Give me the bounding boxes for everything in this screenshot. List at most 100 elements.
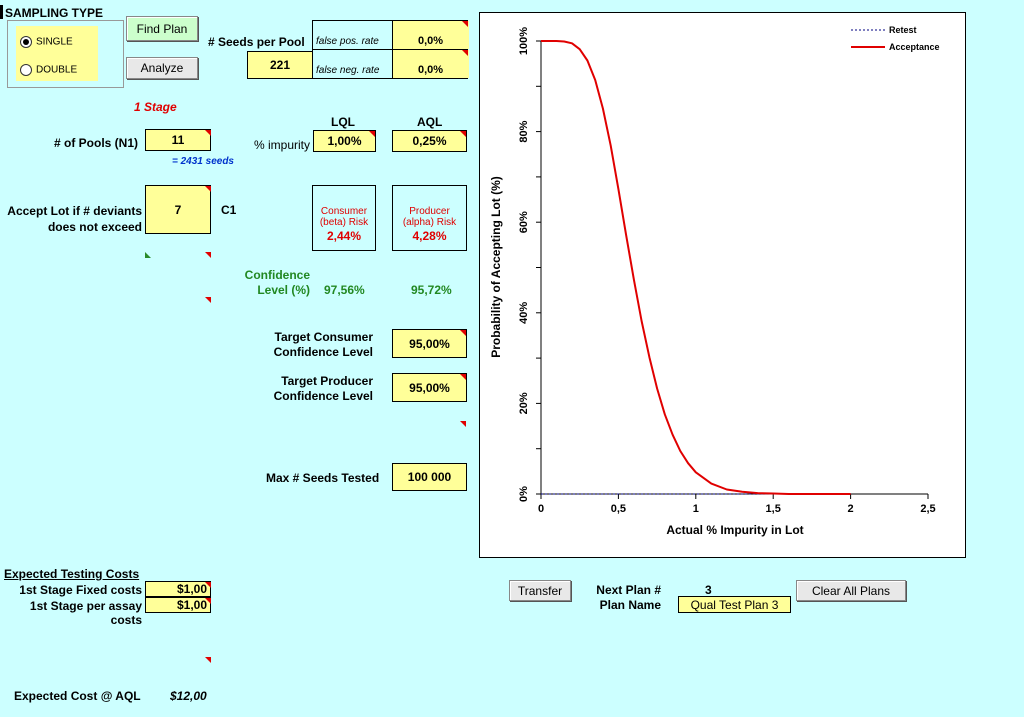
single-radio-option[interactable]: SINGLE	[20, 36, 73, 48]
comment-indicator	[205, 582, 211, 588]
target-consumer-input[interactable]: 95,00%	[392, 329, 467, 358]
single-radio-icon[interactable]	[20, 36, 32, 48]
max-seeds-label: Max # Seeds Tested	[266, 471, 380, 485]
false-pos-input[interactable]	[392, 21, 469, 49]
legend-acceptance-label: Acceptance	[889, 42, 940, 52]
false-neg-input[interactable]	[392, 50, 469, 78]
acceptance-series-line	[541, 40, 851, 495]
target-producer-label: Target Producer Confidence Level	[230, 374, 373, 404]
chart-legend: Retest Acceptance	[851, 25, 940, 52]
impurity-label: % impurity	[254, 138, 311, 152]
cell-marker	[145, 252, 151, 258]
producer-risk-box: Producer (alpha) Risk 4,28%	[392, 185, 467, 251]
producer-risk-value: 4,28%	[412, 229, 447, 243]
sampling-type-marker	[0, 5, 3, 19]
x-tick-label: 0,5	[611, 503, 626, 515]
y-tick-label: 20%	[518, 392, 530, 414]
y-tick-label: 60%	[518, 211, 530, 233]
comment-indicator	[205, 598, 211, 604]
legend-retest-label: Retest	[889, 25, 917, 35]
false-pos-label: false pos. rate	[316, 36, 379, 47]
single-radio-label: SINGLE	[36, 36, 73, 48]
consumer-risk-label1: Consumer	[320, 206, 368, 217]
lql-input[interactable]: 1,00%	[313, 130, 376, 152]
acceptance-chart: 0 0,5 1 1,5 2 2,5 0% 20% 40% 60% 80% 100% Actual % …	[489, 25, 940, 537]
plan-name-input[interactable]: Qual Test Plan 3	[678, 596, 791, 613]
assay-costs-label: 1st Stage per assay costs	[29, 599, 142, 627]
chart-frame: 0 0,5 1 1,5 2 2,5 0% 20% 40% 60% 80% 100% Actual % …	[479, 12, 966, 558]
y-tick-label: 0%	[518, 486, 530, 502]
transfer-button[interactable]: Transfer	[509, 580, 571, 601]
next-plan-label: Next Plan #	[596, 583, 661, 597]
stage-label: 1 Stage	[134, 100, 177, 114]
target-producer-input[interactable]: 95,00%	[392, 373, 467, 402]
seeds-total-note: = 2431 seeds	[172, 156, 234, 167]
target-consumer-line2: Confidence Level	[273, 345, 373, 359]
accept-deviants-input[interactable]: 7	[145, 185, 211, 234]
comment-indicator	[460, 374, 466, 380]
comment-indicator	[462, 50, 468, 56]
x-tick-label: 2	[848, 503, 854, 515]
comment-indicator	[205, 297, 211, 303]
comment-indicator	[460, 421, 466, 427]
y-tick-label: 100%	[518, 27, 530, 55]
pools-input[interactable]: 11	[145, 129, 211, 151]
costs-title: Expected Testing Costs	[4, 567, 140, 581]
pools-label: # of Pools (N1)	[54, 136, 139, 150]
producer-risk-label2: (alpha) Risk	[402, 217, 457, 228]
comment-indicator	[460, 131, 466, 137]
double-radio-icon[interactable]	[20, 64, 32, 76]
assay-costs-input[interactable]: $1,00	[145, 597, 211, 613]
y-tick-label: 40%	[518, 302, 530, 324]
seeds-per-pool-label: # Seeds per Pool	[208, 35, 305, 49]
confidence-label-line1: Confidence	[244, 268, 310, 282]
lql-header: LQL	[331, 115, 355, 129]
producer-confidence-value: 95,72%	[411, 283, 452, 297]
false-neg-label: false neg. rate	[316, 65, 380, 76]
max-seeds-input[interactable]: 100 000	[392, 463, 467, 491]
comment-indicator	[460, 330, 466, 336]
fixed-costs-input[interactable]: $1,00	[145, 581, 211, 597]
x-tick-label: 1	[693, 503, 699, 515]
x-tick-label: 2,5	[920, 503, 935, 515]
seeds-per-pool-input[interactable]: 221	[247, 51, 313, 79]
sampling-type-box: SINGLE DOUBLE	[7, 20, 124, 88]
comment-indicator	[205, 657, 211, 663]
consumer-risk-box: Consumer (beta) Risk 2,44%	[312, 185, 376, 251]
comment-indicator	[205, 130, 211, 136]
chart-series	[541, 40, 851, 495]
accept-lot-line2: does not exceed	[47, 220, 142, 234]
y-axis-title: Probability of Accepting Lot (%)	[489, 176, 503, 358]
target-consumer-label: Target Consumer Confidence Level	[230, 330, 373, 360]
plan-name-label: Plan Name	[599, 598, 661, 612]
comment-indicator	[462, 21, 468, 27]
fixed-costs-label: 1st Stage Fixed costs	[19, 583, 142, 597]
next-plan-value: 3	[705, 583, 712, 597]
double-radio-option[interactable]: DOUBLE	[20, 64, 77, 76]
x-tick-label: 0	[538, 503, 544, 515]
false-pos-row: false pos. rate 0,0%	[312, 20, 469, 50]
expected-cost-value: $12,00	[170, 689, 207, 703]
confidence-label: Confidence Level (%)	[236, 268, 310, 298]
aql-input[interactable]: 0,25%	[392, 130, 467, 152]
chart-axes	[540, 41, 928, 495]
comment-indicator	[205, 252, 211, 258]
c1-label: C1	[221, 203, 237, 217]
accept-lot-label: Accept Lot if # deviants does not exceed	[0, 203, 142, 235]
analyze-button[interactable]: Analyze	[126, 57, 198, 79]
target-producer-line1: Target Producer	[281, 374, 373, 388]
false-neg-value: 0,0%	[418, 64, 444, 76]
target-producer-line2: Confidence Level	[273, 389, 373, 403]
false-neg-row: false neg. rate 0,0%	[312, 50, 469, 79]
double-radio-label: DOUBLE	[36, 64, 78, 76]
clear-all-plans-button[interactable]: Clear All Plans	[796, 580, 906, 601]
accept-lot-line1: Accept Lot if # deviants	[7, 204, 142, 218]
chart-ticks: 0 0,5 1 1,5 2 2,5 0% 20% 40% 60% 80% 100%	[518, 27, 936, 515]
sampling-type-title: SAMPLING TYPE	[5, 6, 104, 20]
aql-header: AQL	[417, 115, 443, 129]
x-axis-title: Actual % Impurity in Lot	[666, 523, 803, 537]
x-tick-label: 1,5	[766, 503, 781, 515]
comment-indicator	[369, 131, 375, 137]
find-plan-button[interactable]: Find Plan	[126, 16, 198, 41]
target-consumer-line1: Target Consumer	[274, 330, 373, 344]
